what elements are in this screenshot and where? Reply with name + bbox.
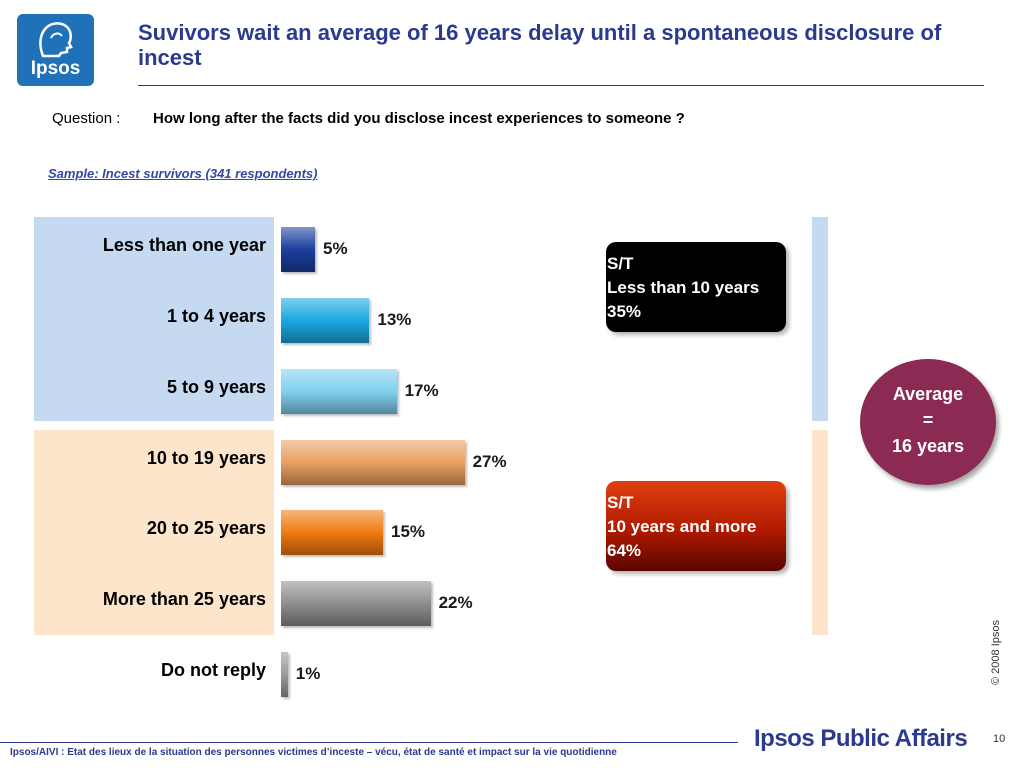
average-line: = — [922, 410, 934, 430]
value-label: 22% — [438, 593, 473, 612]
subtotal-line: 35% — [607, 302, 642, 321]
group-band-left-under-10 — [34, 217, 274, 421]
group-band-right-10-plus — [812, 430, 828, 635]
logo-text: Ipsos — [30, 58, 81, 79]
brand-logo-text: Ipsos Public Affairs — [754, 725, 968, 752]
group-band-left-10-plus — [34, 430, 274, 635]
value-label: 1% — [295, 664, 321, 683]
average-badge: Average = 16 years — [860, 359, 996, 485]
bar — [281, 652, 288, 697]
page-number: 10 — [993, 733, 1006, 745]
group-band-right-under-10 — [812, 217, 828, 421]
category-label: Less than one year — [102, 235, 266, 255]
category-label: 1 to 4 years — [166, 306, 266, 326]
subtotal-line: 64% — [607, 541, 642, 560]
average-line: 16 years — [891, 436, 965, 456]
ipsos-logo: Ipsos — [17, 14, 94, 86]
question-text: How long after the facts did you disclos… — [153, 110, 685, 127]
value-label: 17% — [404, 381, 439, 400]
bar — [281, 581, 431, 626]
question-label: Question : — [52, 110, 121, 127]
category-label: More than 25 years — [102, 589, 266, 609]
head-silhouette-icon — [39, 22, 73, 58]
bar — [281, 298, 370, 343]
value-label: 27% — [472, 452, 507, 471]
title-divider — [138, 85, 984, 86]
copyright-note: © 2008 Ipsos — [990, 620, 1002, 685]
category-label: 5 to 9 years — [166, 377, 266, 397]
bar — [281, 440, 465, 485]
category-label: Do not reply — [160, 660, 266, 680]
subtotal-line: S/T — [607, 493, 634, 512]
subtotal-line: 10 years and more — [607, 517, 757, 536]
subtotal-line: Less than 10 years — [607, 278, 760, 297]
sample-note: Sample: Incest survivors (341 respondent… — [48, 166, 318, 181]
value-label: 15% — [391, 522, 426, 541]
value-label: 13% — [377, 310, 412, 329]
subtotal-box-10-plus: S/T 10 years and more 64% — [606, 481, 786, 571]
value-label: 5% — [323, 239, 348, 258]
category-label: 10 to 19 years — [146, 448, 266, 468]
subtotal-line: S/T — [607, 254, 634, 273]
average-line: Average — [892, 384, 964, 404]
bar — [281, 227, 315, 272]
footer-text: Ipsos/AIVI : Etat des lieux de la situat… — [10, 747, 617, 758]
subtotal-box-under-10: S/T Less than 10 years 35% — [606, 242, 786, 332]
bar — [281, 369, 397, 414]
category-label: 20 to 25 years — [146, 518, 266, 538]
footer-divider — [0, 742, 738, 743]
bar — [281, 510, 383, 555]
page-title: Suvivors wait an average of 16 years del… — [138, 20, 942, 70]
